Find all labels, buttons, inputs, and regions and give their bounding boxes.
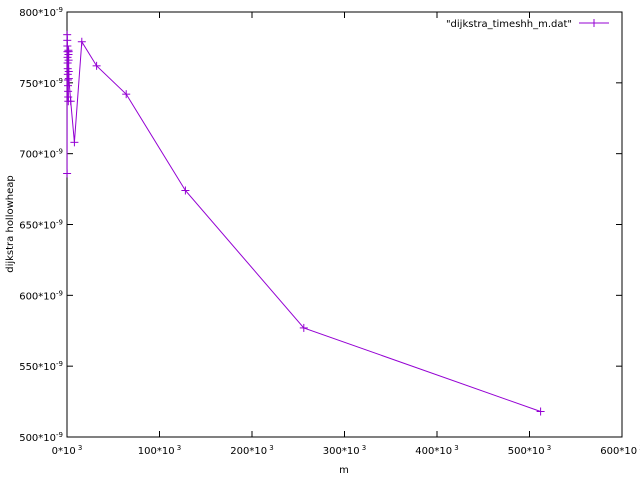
y-tick-label: 800*10-9 (19, 6, 63, 19)
data-point (64, 74, 73, 83)
y-tick-label: 600*10-9 (19, 289, 63, 302)
x-tick-label: 400*10 3 (415, 444, 459, 457)
data-point (77, 37, 86, 46)
x-axis-label: m (339, 465, 349, 476)
y-tick-label: 650*10-9 (19, 219, 63, 232)
data-point (536, 407, 545, 416)
series-layer (63, 30, 545, 416)
y-tick-label: 750*10-9 (19, 77, 63, 90)
data-point (299, 323, 308, 332)
x-axis-ticks: 0*10 3 100*10 3 200*10 3 300*10 3 400*10 3 50… (52, 12, 640, 457)
data-point (92, 61, 101, 70)
data-point (64, 47, 73, 56)
plot-frame (66, 11, 623, 438)
series-line (66, 34, 541, 412)
data-point (122, 90, 131, 99)
legend-label: "dijkstra_timeshh_m.dat" (446, 19, 572, 30)
y-tick-label: 700*10-9 (19, 148, 63, 161)
data-point (64, 56, 73, 65)
data-point (66, 97, 75, 106)
legend-marker (590, 19, 598, 27)
x-tick-label: 100*10 3 (138, 444, 182, 457)
data-point (64, 67, 73, 76)
data-point (63, 169, 72, 178)
y-axis-ticks: 500*10-9 550*10-9 600*10-9 650*10-9 700*10-9… (19, 6, 622, 444)
data-point (181, 186, 190, 195)
y-tick-label: 550*10-9 (19, 360, 63, 373)
legend: "dijkstra_timeshh_m.dat" (446, 19, 609, 30)
x-tick-label: 500*10 3 (508, 444, 552, 457)
x-tick-label: 300*10 3 (323, 444, 367, 457)
y-axis-label: dijkstra hollowheap (5, 175, 16, 273)
y-tick-label: 500*10-9 (19, 431, 63, 444)
data-point (70, 138, 79, 147)
x-tick-label: 200*10 3 (230, 444, 274, 457)
x-tick-label: 600*10 3 (600, 444, 640, 457)
legend-plus-marker (590, 19, 598, 27)
x-tick-label: 0*10 3 (52, 444, 83, 457)
